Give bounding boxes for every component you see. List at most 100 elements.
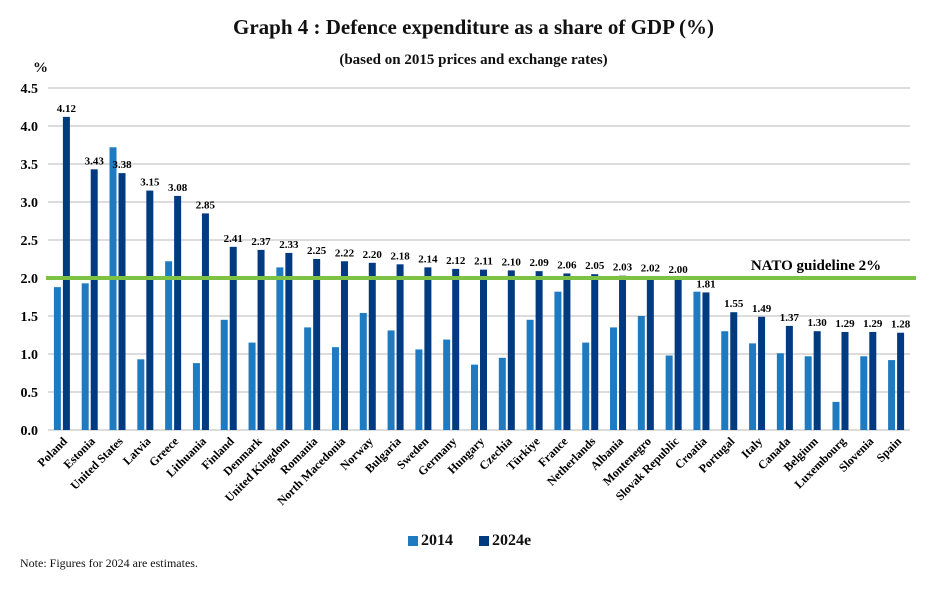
bar-2014-portugal [721, 331, 729, 430]
bar-2024e-denmark [257, 249, 265, 430]
bar-2024e-slovenia [869, 331, 877, 430]
bar-2014-north-macedonia [331, 347, 339, 430]
bar-2024e-bulgaria [396, 264, 404, 430]
y-tick-label: 0.0 [21, 424, 39, 439]
y-axis-label: % [33, 60, 48, 76]
value-label: 2.22 [335, 247, 355, 259]
nato-guideline-label: NATO guideline 2% [751, 258, 881, 274]
bar-2024e-türkiye [535, 271, 543, 430]
bar-2024e-poland [62, 116, 70, 430]
chart-title: Graph 4 : Defence expenditure as a share… [232, 15, 714, 39]
value-label: 2.09 [529, 257, 549, 269]
value-label: 1.30 [808, 317, 828, 329]
value-label: 2.14 [418, 253, 438, 265]
chart-subtitle: (based on 2015 prices and exchange rates… [339, 52, 608, 68]
bar-2014-slovenia [860, 356, 868, 430]
bar-2024e-spain [897, 332, 905, 430]
y-tick-label: 3.0 [21, 196, 39, 211]
value-label: 1.28 [891, 319, 911, 331]
bar-2024e-slovak-republic [674, 278, 682, 430]
legend-label-2024e: 2024e [492, 532, 532, 549]
reference-line-group: NATO guideline 2% [46, 258, 916, 280]
value-label: 2.85 [196, 199, 216, 211]
value-label: 2.18 [390, 250, 410, 262]
bar-2024e-belgium [813, 331, 821, 430]
bar-2014-luxembourg [832, 401, 840, 430]
bar-2014-lithuania [192, 363, 200, 430]
value-label: 3.15 [140, 177, 160, 189]
bar-2024e-finland [229, 246, 237, 430]
bar-2014-latvia [137, 359, 145, 430]
bar-2014-albania [610, 327, 618, 430]
bar-2014-bulgaria [387, 330, 395, 430]
bar-2014-spain [888, 360, 896, 430]
legend-swatch-2014 [408, 536, 418, 546]
footnote: Note: Figures for 2024 are estimates. [20, 556, 198, 570]
value-label: 2.41 [224, 233, 243, 245]
value-label: 3.38 [112, 159, 132, 171]
value-label: 1.49 [752, 303, 772, 315]
legend-label-2014: 2014 [421, 532, 453, 549]
y-tick-label: 0.5 [21, 386, 39, 401]
legend-item-2024e: 2024e [479, 532, 531, 550]
bar-2024e-france [563, 273, 571, 430]
value-label: 2.03 [613, 262, 633, 274]
value-label: 2.00 [669, 264, 689, 276]
bar-2014-italy [749, 343, 757, 430]
bar-2014-denmark [248, 342, 256, 430]
y-tick-labels: 0.0 0.5 1.0 1.5 2.0 2.5 3.0 3.5 4.0 4.5 [21, 82, 39, 439]
value-label: 2.33 [279, 239, 299, 251]
bar-2024e-italy [758, 316, 766, 430]
legend: 2014 2024e [408, 532, 531, 550]
bar-2024e-croatia [702, 292, 710, 430]
y-tick-label: 1.0 [21, 348, 39, 363]
bar-2024e-czechia [507, 270, 515, 430]
x-tick-label: Spain [874, 434, 905, 465]
bar-2024e-netherlands [591, 274, 599, 430]
bar-2014-türkiye [526, 319, 534, 430]
value-label: 2.25 [307, 245, 327, 257]
value-label: 2.37 [251, 236, 271, 248]
bar-2024e-sweden [424, 267, 432, 430]
bar-2014-montenegro [637, 316, 645, 430]
bar-2024e-latvia [146, 190, 154, 430]
bar-2014-germany [443, 339, 451, 430]
legend-item-2014: 2014 [408, 532, 453, 550]
y-tick-label: 3.5 [21, 158, 39, 173]
value-label: 2.12 [446, 255, 466, 267]
y-tick-label: 1.5 [21, 310, 39, 325]
value-label: 1.29 [863, 318, 883, 330]
value-label: 1.37 [780, 312, 800, 324]
value-label: 2.10 [502, 256, 522, 268]
bar-2024e-albania [619, 275, 627, 430]
bar-2024e-estonia [90, 169, 98, 430]
bar-2014-netherlands [582, 342, 590, 430]
bar-2014-norway [359, 312, 367, 430]
bar-2014-france [554, 291, 562, 430]
value-label: 2.02 [641, 262, 661, 274]
value-label: 2.11 [474, 256, 493, 268]
bar-2014-romania [304, 327, 312, 430]
bar-2024e-hungary [480, 269, 487, 430]
bar-2024e-portugal [730, 312, 738, 430]
bar-2014-hungary [471, 364, 478, 430]
bar-2024e-united-states [118, 173, 126, 430]
value-label: 4.12 [57, 103, 77, 115]
y-tick-label: 4.0 [21, 120, 39, 135]
bar-2014-canada [776, 353, 784, 430]
bar-2014-greece [165, 261, 173, 430]
bar-2014-united-states [109, 147, 117, 430]
value-label: 1.81 [696, 278, 715, 290]
bar-2024e-lithuania [201, 213, 209, 430]
bar-2024e-greece [174, 195, 182, 430]
bar-2014-sweden [415, 349, 423, 430]
bar-2024e-luxembourg [841, 331, 849, 430]
bars [53, 116, 905, 430]
bar-2024e-montenegro [646, 276, 654, 430]
y-tick-label: 2.0 [21, 272, 39, 287]
value-labels: 4.12 3.43 3.38 3.15 3.08 2.85 2.41 2.37 2.33 2.25… [57, 103, 911, 331]
bar-2024e-germany [452, 268, 460, 430]
y-tick-label: 2.5 [21, 234, 39, 249]
